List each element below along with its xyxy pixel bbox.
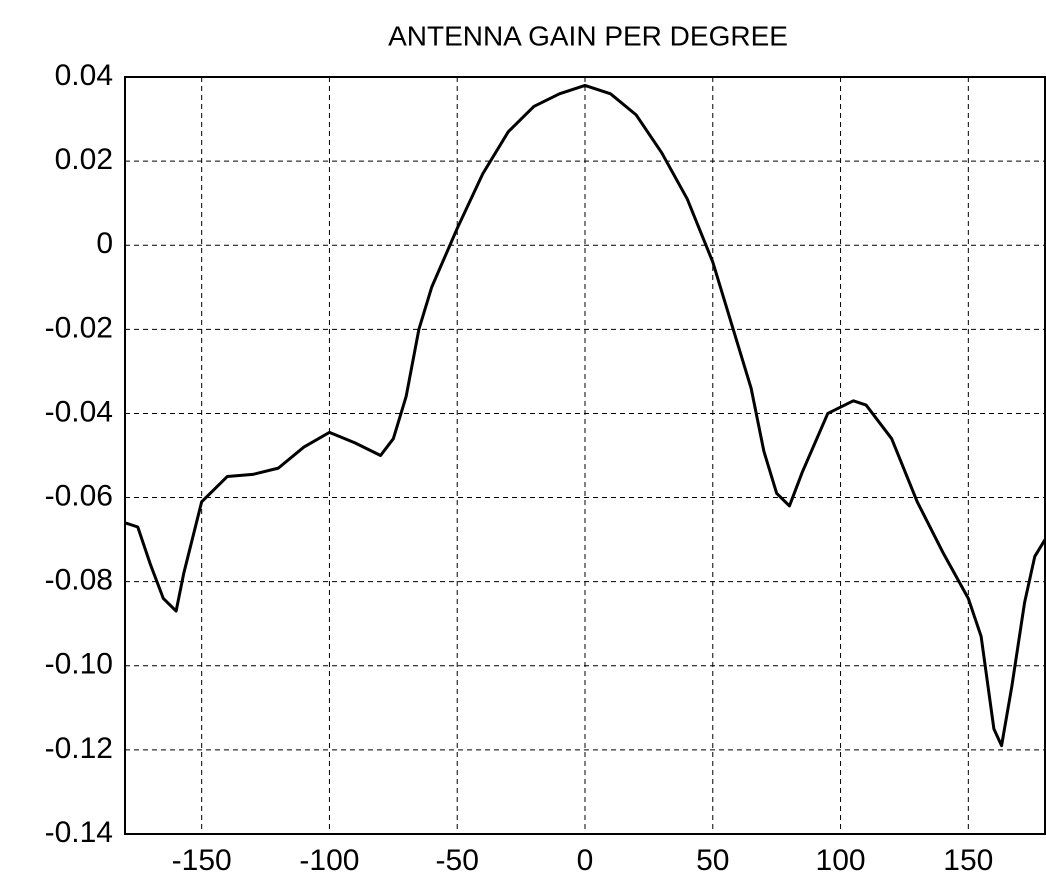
x-tick-label: 50 [696, 844, 729, 877]
y-tick-label: 0 [96, 227, 113, 260]
y-tick-label: -0.14 [45, 816, 113, 849]
y-tick-label: -0.06 [45, 479, 113, 512]
y-tick-label: -0.04 [45, 395, 113, 428]
x-tick-label: 100 [816, 844, 866, 877]
x-tick-label: 150 [943, 844, 993, 877]
x-tick-label: -150 [172, 844, 232, 877]
y-tick-label: -0.08 [45, 564, 113, 597]
x-tick-label: -100 [299, 844, 359, 877]
y-tick-label: -0.02 [45, 311, 113, 344]
x-tick-label: -50 [436, 844, 479, 877]
plot-frame [124, 76, 1046, 835]
y-tick-label: 0.04 [55, 59, 113, 92]
chart-title: ANTENNA GAIN PER DEGREE [388, 20, 788, 51]
data-line [124, 83, 1046, 748]
y-tick-label: -0.12 [45, 732, 113, 765]
y-tick-label: 0.02 [55, 143, 113, 176]
x-tick-label: 0 [577, 844, 594, 877]
y-tick-label: -0.10 [45, 648, 113, 681]
